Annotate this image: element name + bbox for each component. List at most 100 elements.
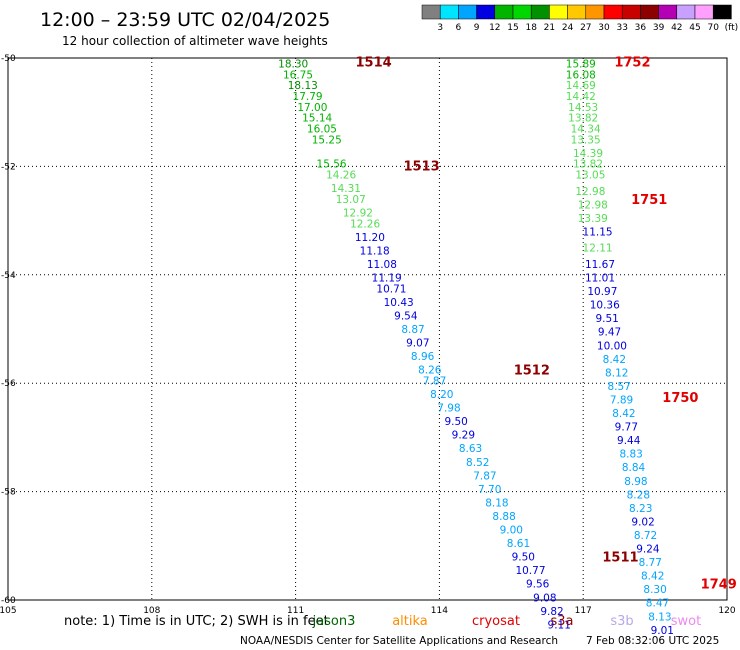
- footer-timestamp: 7 Feb 08:32:06 UTC 2025: [586, 635, 719, 647]
- colorbar-label: 12: [489, 23, 500, 33]
- satellite-legend: jason3 altika cryosat s3a s3b swot: [312, 614, 702, 629]
- colorbar-label: 45: [689, 23, 700, 33]
- x-tick-label: 117: [575, 606, 592, 616]
- swh-label: 14.69: [566, 80, 596, 92]
- swh-label: 7.98: [437, 403, 460, 415]
- swh-label: 10.43: [384, 297, 414, 309]
- swh-label: 15.89: [566, 58, 596, 70]
- swh-label: 14.53: [568, 102, 598, 114]
- swh-label: 9.47: [598, 327, 621, 339]
- swh-label: 8.61: [507, 538, 530, 550]
- colorbar-label: 39: [653, 23, 665, 33]
- series-cryosat: 15.8916.0814.6914.4214.5313.8214.3413.35…: [566, 58, 674, 636]
- colorbar-label: 15: [507, 23, 518, 33]
- swh-label: 9.82: [540, 606, 563, 618]
- swh-label: 8.13: [648, 611, 671, 623]
- swh-label: 12.26: [350, 218, 380, 230]
- pass-number-label: 1750: [662, 391, 698, 406]
- x-tick-label: 120: [718, 606, 735, 616]
- swh-label: 8.84: [622, 462, 646, 474]
- colorbar-label: 70: [707, 23, 719, 33]
- swh-label: 8.83: [619, 449, 642, 461]
- axis-ticks: 105 108 111 114 117 120 -50 -52 -54 -56 -58 -60: [0, 54, 736, 616]
- colorbar-swatch: [621, 4, 641, 20]
- series-s3a: 18.3016.7518.1317.7917.0015.1416.0515.25…: [278, 58, 571, 631]
- colorbar-label: 21: [544, 23, 555, 33]
- colorbar-label: 27: [580, 23, 591, 33]
- swh-label: 9.02: [631, 516, 654, 528]
- swh-label: 9.11: [548, 619, 571, 631]
- swh-label: 8.30: [643, 584, 666, 596]
- colorbar-swatch: [512, 4, 532, 20]
- pass-number-label: 1511: [602, 551, 638, 566]
- swh-label: 8.20: [430, 389, 453, 401]
- colorbar-label: 36: [635, 23, 647, 33]
- swh-label: 9.54: [394, 310, 418, 322]
- colorbar-swatch: [567, 4, 587, 20]
- data-labels: 18.3016.7518.1317.7917.0015.1416.0515.25…: [278, 58, 674, 636]
- colorbar-swatch: [530, 4, 550, 20]
- swh-label: 15.14: [302, 113, 332, 125]
- swh-label: 7.87: [473, 470, 496, 482]
- pass-number-label: 1513: [403, 159, 439, 174]
- swh-label: 8.63: [459, 443, 482, 455]
- swh-label: 10.36: [590, 300, 620, 312]
- swh-label: 9.08: [533, 592, 556, 604]
- colorbar-label: 9: [474, 23, 480, 33]
- chart-title: 12:00 – 23:59 UTC 02/04/2025: [40, 9, 330, 31]
- swh-label: 8.42: [603, 354, 626, 366]
- swh-label: 15.25: [312, 134, 342, 146]
- colorbar-label: 42: [671, 23, 682, 33]
- swh-label: 12.98: [578, 199, 608, 211]
- colorbar-label: 6: [456, 23, 462, 33]
- y-tick-label: -60: [1, 596, 16, 606]
- satellite-jason3: jason3: [312, 614, 356, 629]
- footer-credit: NOAA/NESDIS Center for Satellite Applica…: [240, 635, 558, 647]
- swh-label: 11.18: [360, 245, 390, 257]
- swh-label: 12.98: [575, 186, 605, 198]
- swh-label: 8.47: [646, 598, 669, 610]
- y-tick-label: -56: [1, 379, 16, 389]
- swh-label: 13.07: [336, 194, 366, 206]
- colorbar-swatch: [658, 4, 678, 20]
- swh-label: 18.13: [288, 80, 318, 92]
- swh-label: 7.89: [610, 394, 633, 406]
- colorbar-swatch: [494, 4, 514, 20]
- pass-number-label: 1749: [701, 578, 737, 593]
- swh-label: 7.87: [423, 375, 446, 387]
- colorbar-swatch: [458, 4, 477, 20]
- colorbar-label: (ft): [725, 23, 739, 33]
- swh-label: 12.11: [583, 243, 613, 255]
- swh-label: 14.31: [331, 183, 361, 195]
- swh-label: 9.00: [500, 525, 523, 537]
- swh-label: 10.77: [515, 565, 545, 577]
- swh-label: 18.30: [278, 58, 308, 70]
- swh-label: 9.77: [615, 422, 638, 434]
- swh-label: 8.72: [634, 530, 657, 542]
- swh-label: 8.52: [466, 457, 489, 469]
- pass-number-label: 1751: [631, 193, 667, 208]
- colorbar-swatch: [549, 4, 568, 20]
- swh-label: 8.28: [627, 489, 650, 501]
- y-tick-label: -58: [1, 488, 16, 498]
- swh-label: 9.44: [617, 435, 641, 447]
- satellite-swot: swot: [671, 614, 701, 629]
- swh-label: 8.23: [629, 503, 652, 515]
- swh-label: 8.87: [401, 324, 424, 336]
- swh-label: 8.96: [411, 351, 435, 363]
- y-tick-label: -50: [1, 54, 16, 64]
- colorbar-swatch: [640, 4, 659, 20]
- swh-label: 13.39: [578, 213, 608, 225]
- swh-label: 15.56: [317, 159, 347, 171]
- swh-label: 14.42: [566, 91, 596, 103]
- satellite-cryosat: cryosat: [472, 614, 520, 629]
- x-tick-label: 114: [431, 606, 448, 616]
- colorbar-swatch: [476, 4, 496, 20]
- swh-label: 8.98: [624, 476, 647, 488]
- plot-frame: [7, 57, 728, 601]
- colorbar-swatch: [694, 4, 714, 20]
- swh-label: 17.00: [297, 102, 327, 114]
- swh-label: 16.05: [307, 123, 337, 135]
- swh-label: 7.70: [478, 484, 501, 496]
